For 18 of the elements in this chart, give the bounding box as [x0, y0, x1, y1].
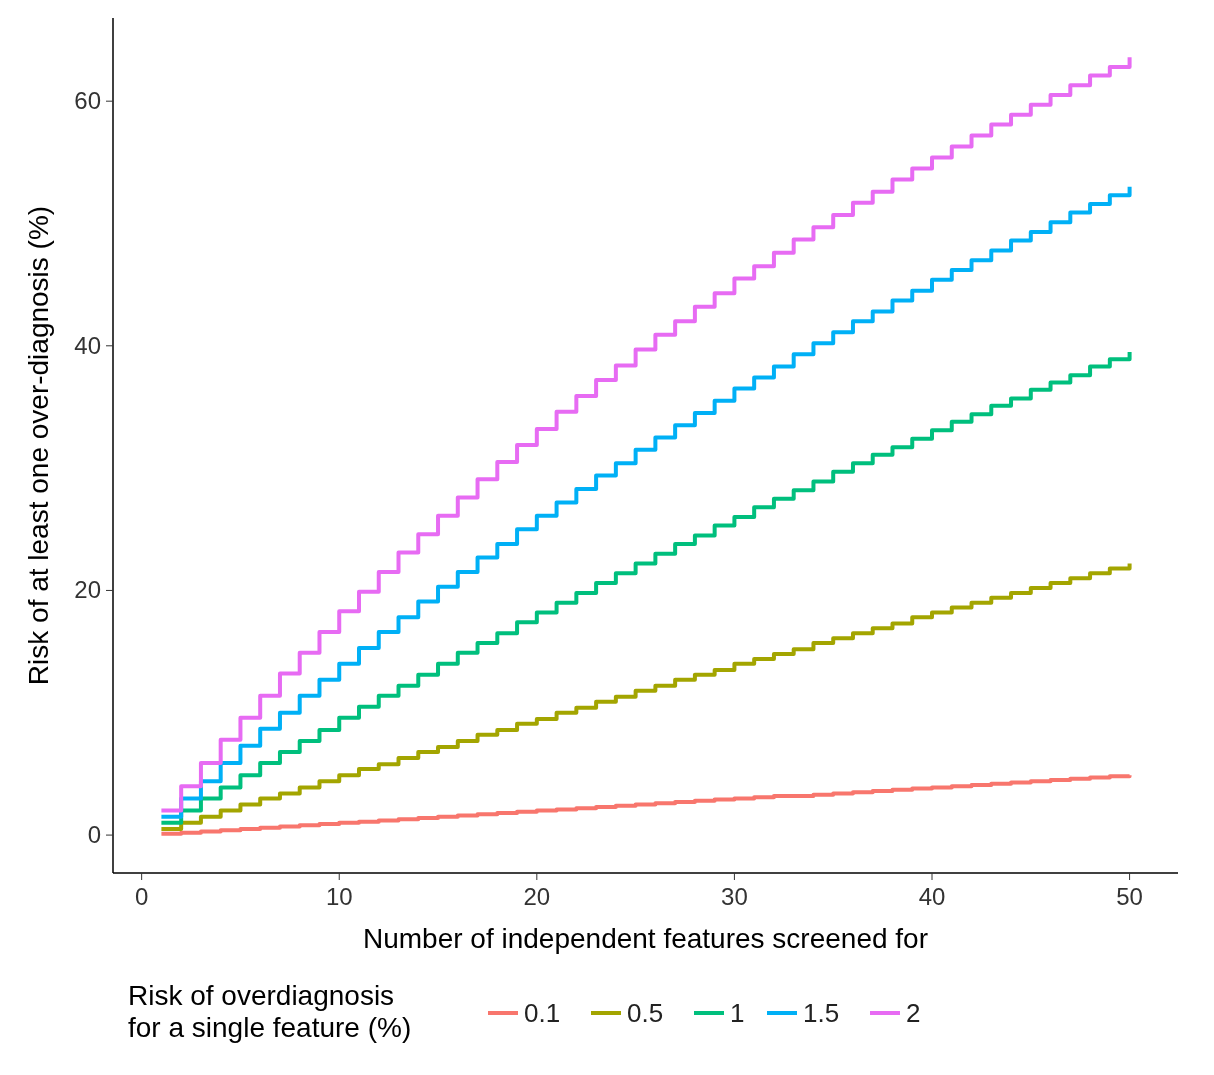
y-axis-title: Risk of at least one over-diagnosis (%): [23, 205, 54, 686]
x-tick-label: 30: [721, 883, 748, 910]
y-tick-label: 20: [74, 576, 101, 604]
legend-title: Risk of overdiagnosis for a single feature (%): [128, 980, 412, 1043]
legend-label: 2: [906, 998, 921, 1028]
x-tick-label: 50: [1116, 883, 1143, 910]
x-tick-label: 0: [134, 883, 149, 910]
legend-label: 1: [730, 998, 745, 1028]
legend-label: 0.5: [627, 998, 664, 1028]
y-tick-label: 40: [74, 331, 101, 359]
x-tick-label: 10: [325, 883, 353, 910]
y-tick-label: 60: [74, 87, 101, 115]
y-tick-label: 0: [87, 821, 101, 849]
x-tick-label: 40: [918, 883, 946, 910]
legend-label: 0.1: [524, 998, 561, 1028]
legend-label: 1.5: [803, 998, 840, 1028]
x-axis-title: Number of independent features screened for: [362, 923, 929, 954]
x-tick-label: 20: [523, 883, 551, 910]
